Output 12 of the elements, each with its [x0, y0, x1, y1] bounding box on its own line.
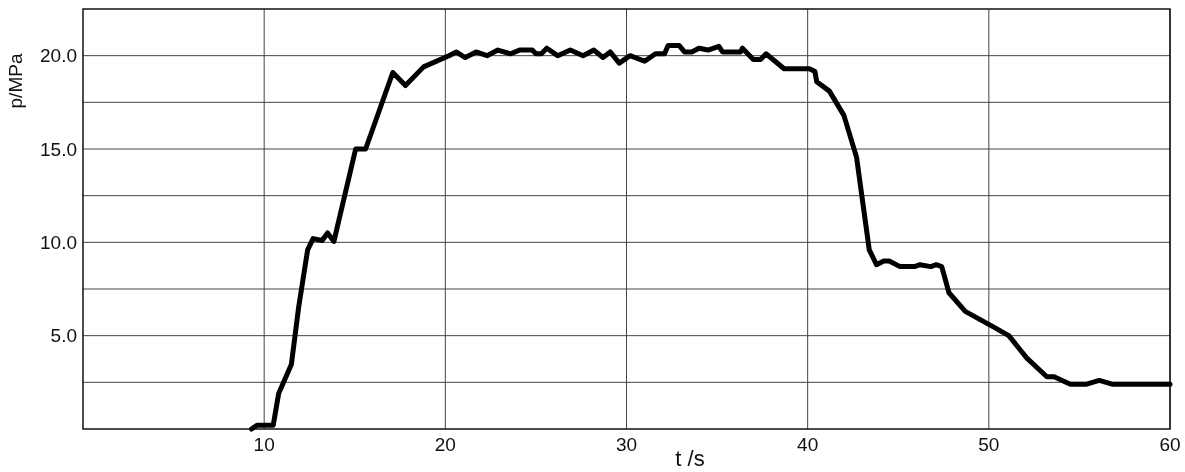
x-tick-label: 20 — [434, 434, 456, 455]
y-tick-label: 20.0 — [40, 45, 77, 67]
y-tick-label: 10.0 — [40, 231, 77, 253]
x-tick-label: 50 — [978, 434, 1000, 455]
y-axis-title: p/MPa — [5, 53, 26, 109]
x-tick-label: 60 — [1159, 434, 1181, 455]
x-tick-label: 40 — [797, 434, 819, 455]
x-tick-label: 10 — [253, 434, 275, 455]
x-axis-title: t /s — [675, 446, 705, 471]
x-tick-label: 30 — [615, 434, 638, 455]
y-tick-label: 15.0 — [40, 138, 77, 160]
y-tick-label: 5.0 — [50, 325, 77, 347]
